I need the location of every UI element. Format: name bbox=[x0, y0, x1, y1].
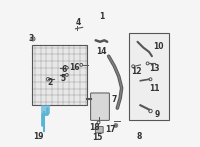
Text: 16: 16 bbox=[69, 62, 79, 71]
Text: 3: 3 bbox=[28, 34, 33, 43]
Text: 11: 11 bbox=[149, 84, 159, 93]
Text: 15: 15 bbox=[92, 133, 102, 142]
Text: 6: 6 bbox=[61, 65, 66, 74]
Text: 17: 17 bbox=[106, 125, 116, 133]
Text: 8: 8 bbox=[137, 132, 142, 141]
FancyBboxPatch shape bbox=[95, 127, 103, 133]
FancyBboxPatch shape bbox=[91, 93, 109, 120]
Text: 10: 10 bbox=[153, 42, 164, 51]
Text: 9: 9 bbox=[154, 110, 160, 119]
Text: 19: 19 bbox=[33, 132, 44, 141]
Text: 18: 18 bbox=[90, 123, 100, 132]
Text: 2: 2 bbox=[48, 78, 53, 87]
Circle shape bbox=[114, 123, 118, 127]
Text: 14: 14 bbox=[96, 47, 107, 56]
FancyBboxPatch shape bbox=[129, 33, 169, 120]
Text: 13: 13 bbox=[149, 64, 159, 73]
Text: 7: 7 bbox=[111, 95, 116, 104]
FancyBboxPatch shape bbox=[32, 45, 87, 105]
Text: 12: 12 bbox=[132, 67, 142, 76]
Text: 4: 4 bbox=[76, 18, 81, 27]
FancyBboxPatch shape bbox=[41, 105, 50, 114]
Text: 5: 5 bbox=[61, 74, 66, 83]
Text: 1: 1 bbox=[99, 12, 104, 21]
